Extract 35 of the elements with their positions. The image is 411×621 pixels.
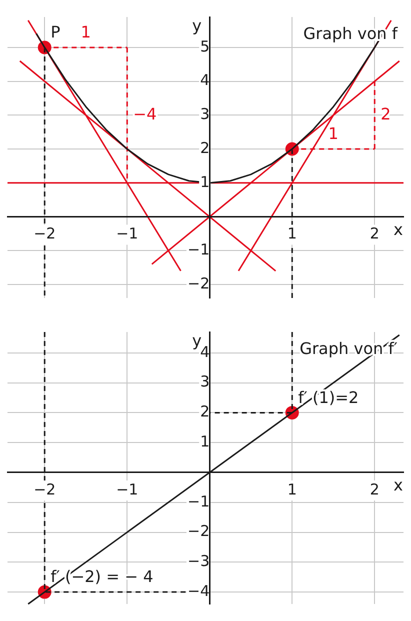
- y-axis-title: y: [192, 16, 202, 36]
- y-tick-label: 3: [200, 105, 210, 124]
- y-tick-label: 4: [200, 342, 210, 361]
- series-label: P: [50, 22, 61, 42]
- y-tick-label: 1: [200, 172, 210, 191]
- y-tick-label: 4: [200, 71, 210, 90]
- x-tick-label: −2: [34, 480, 56, 498]
- x-tick-label: 1: [287, 480, 297, 498]
- series-label: f′ (−2) = − 4: [50, 567, 154, 586]
- y-tick-label: −3: [188, 552, 210, 570]
- y-tick-label: 5: [200, 37, 210, 56]
- x-tick-label: 2: [370, 224, 380, 243]
- series-label: 2: [380, 104, 391, 124]
- x-tick-label: −1: [116, 480, 138, 498]
- x-tick-label: 2: [370, 480, 380, 498]
- y-tick-label: −2: [188, 522, 210, 540]
- series-label: −4: [133, 104, 157, 124]
- x-tick-label: −2: [34, 224, 56, 243]
- x-axis-title: x: [394, 476, 403, 495]
- y-axis-title: y: [192, 331, 202, 350]
- y-tick-label: 3: [200, 372, 210, 391]
- series-label: 1: [328, 124, 338, 144]
- text: Graph von f′: [300, 339, 398, 358]
- series-label: f′ (1)=2: [298, 388, 359, 407]
- y-tick-label: −2: [188, 274, 210, 292]
- y-tick-label: 1: [200, 432, 210, 450]
- y-tick-label: −1: [188, 240, 210, 258]
- x-axis-title: x: [394, 220, 403, 239]
- y-tick-label: −1: [188, 492, 210, 510]
- x-tick-label: 1: [287, 224, 297, 243]
- y-tick-label: 2: [200, 138, 210, 157]
- x-tick-label: −1: [116, 224, 138, 243]
- y-tick-label: −4: [188, 582, 210, 600]
- y-tick-label: 2: [200, 402, 210, 421]
- series-label: 1: [80, 22, 91, 42]
